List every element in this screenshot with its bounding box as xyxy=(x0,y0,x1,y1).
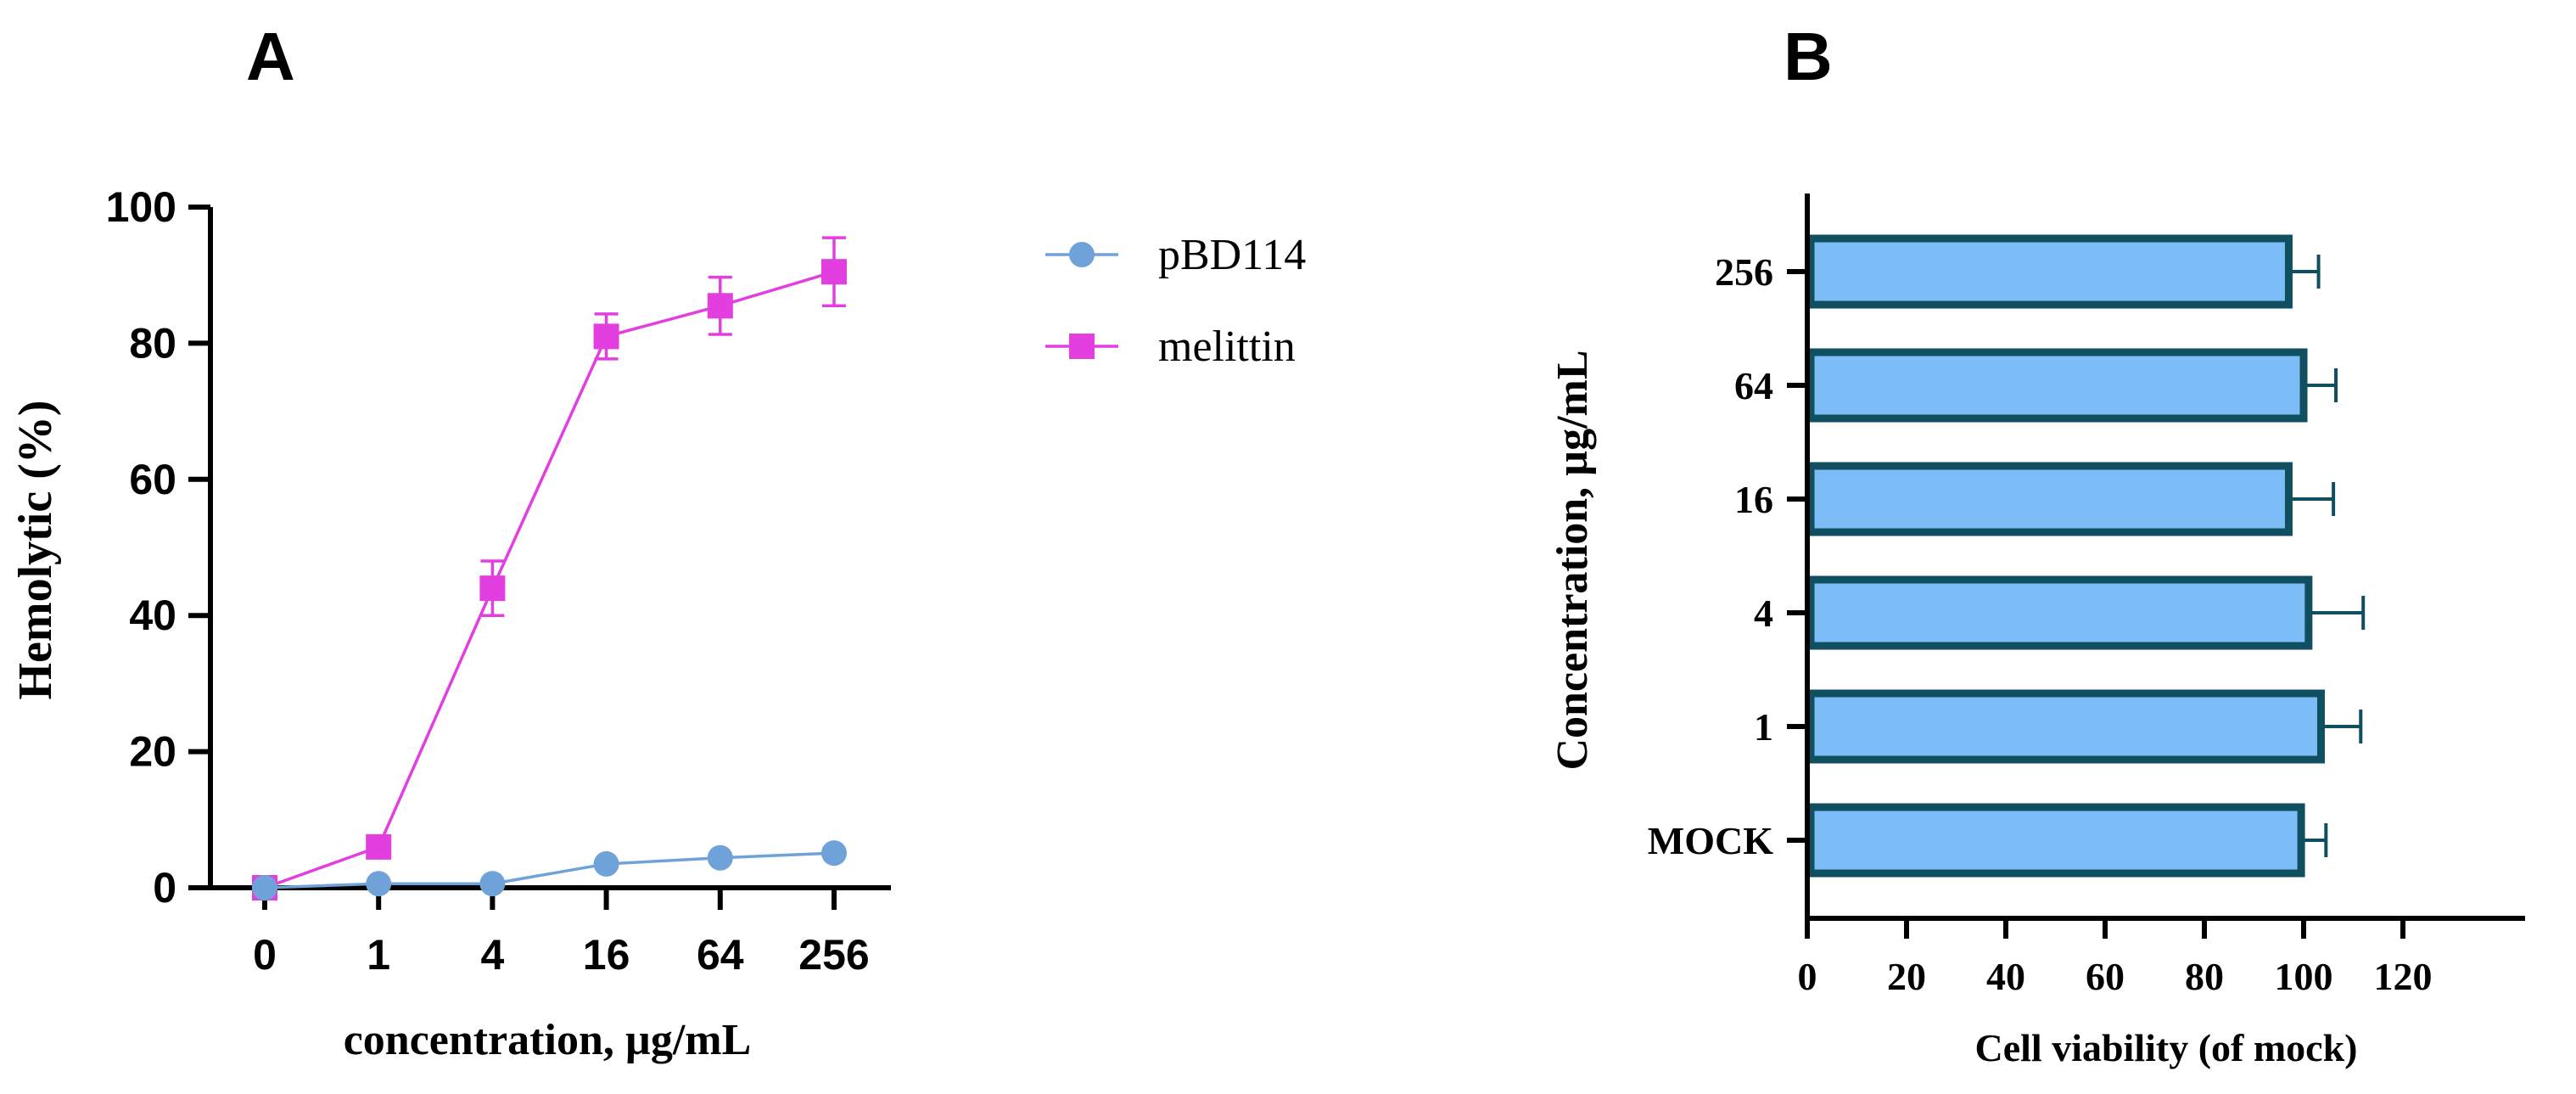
series-line xyxy=(264,270,835,889)
y-tick-label: 1 xyxy=(1754,705,1773,749)
bar-16 xyxy=(1806,462,2336,536)
data-point xyxy=(479,575,506,602)
data-point xyxy=(479,871,506,897)
series-melittin xyxy=(252,236,847,900)
x-tick-label: 60 xyxy=(2086,955,2125,998)
y-tick-label: 0 xyxy=(153,864,176,912)
y-tick-label: 80 xyxy=(129,319,176,367)
bar xyxy=(1806,462,2293,536)
bar xyxy=(1806,689,2325,764)
data-point xyxy=(707,844,733,871)
data-point xyxy=(252,875,277,900)
y-tick-label: 60 xyxy=(129,456,176,503)
legend-marker xyxy=(1069,242,1095,267)
bar xyxy=(1806,803,2305,878)
data-point xyxy=(366,833,392,860)
y-tick-label: 40 xyxy=(129,592,176,639)
data-point xyxy=(707,293,733,319)
y-tick-label: MOCK xyxy=(1648,819,1773,862)
y-axis-label: Concentration, µg/mL xyxy=(1548,350,1597,770)
data-point xyxy=(593,323,619,350)
x-tick-label: 0 xyxy=(1798,955,1817,998)
cell-viability-bar-chart: 0 20 40 60 80 100 120 256 64 16 4 1 MOCK Concentrat… xyxy=(1548,194,2525,1069)
bar-256 xyxy=(1806,234,2321,309)
y-tick-label: 20 xyxy=(129,728,176,776)
legend-label: melittin xyxy=(1158,323,1296,371)
y-tick-label: 16 xyxy=(1734,478,1773,521)
legend-entry-melittin: melittin xyxy=(1045,323,1296,371)
x-tick-label: 120 xyxy=(2374,955,2433,998)
series-line xyxy=(264,851,835,889)
bar xyxy=(1806,575,2313,650)
legend-marker xyxy=(1069,334,1095,359)
x-axis-label: concentration, µg/mL xyxy=(344,1016,752,1064)
y-tick-label: 256 xyxy=(1715,250,1773,294)
data-point xyxy=(821,840,847,867)
data-point xyxy=(593,850,619,877)
legend-entry-pBD114: pBD114 xyxy=(1045,231,1306,279)
bar-MOCK xyxy=(1806,803,2328,878)
hemolysis-line-chart: 0 20 40 60 80 100 0 1 4 16 64 256 pBD114 melittin H… xyxy=(9,183,1306,1064)
data-point xyxy=(366,871,392,897)
series-pBD114 xyxy=(252,840,847,900)
x-tick-label: 64 xyxy=(697,931,744,979)
x-tick-label: 80 xyxy=(2185,955,2224,998)
data-point xyxy=(821,259,847,285)
y-tick-label: 64 xyxy=(1734,364,1773,407)
y-tick-label: 100 xyxy=(106,183,176,231)
bar-4 xyxy=(1806,575,2366,650)
x-axis-label: Cell viability (of mock) xyxy=(1975,1026,2358,1069)
y-tick-label: 4 xyxy=(1754,592,1773,635)
x-tick-label: 0 xyxy=(253,931,277,979)
y-axis-label: Hemolytic (%) xyxy=(9,401,62,700)
panel-b-letter: B xyxy=(1784,19,1833,94)
x-tick-label: 16 xyxy=(583,931,630,979)
bar xyxy=(1806,234,2293,309)
x-tick-label: 40 xyxy=(1986,955,2025,998)
bar-1 xyxy=(1806,689,2363,764)
bar-64 xyxy=(1806,348,2338,423)
x-tick-label: 20 xyxy=(1887,955,1926,998)
bar xyxy=(1806,348,2308,423)
x-tick-label: 1 xyxy=(367,931,390,979)
x-tick-label: 256 xyxy=(798,931,869,979)
x-tick-label: 100 xyxy=(2275,955,2333,998)
x-tick-label: 4 xyxy=(480,931,504,979)
legend-label: pBD114 xyxy=(1158,231,1306,279)
panel-a-letter: A xyxy=(246,19,295,94)
